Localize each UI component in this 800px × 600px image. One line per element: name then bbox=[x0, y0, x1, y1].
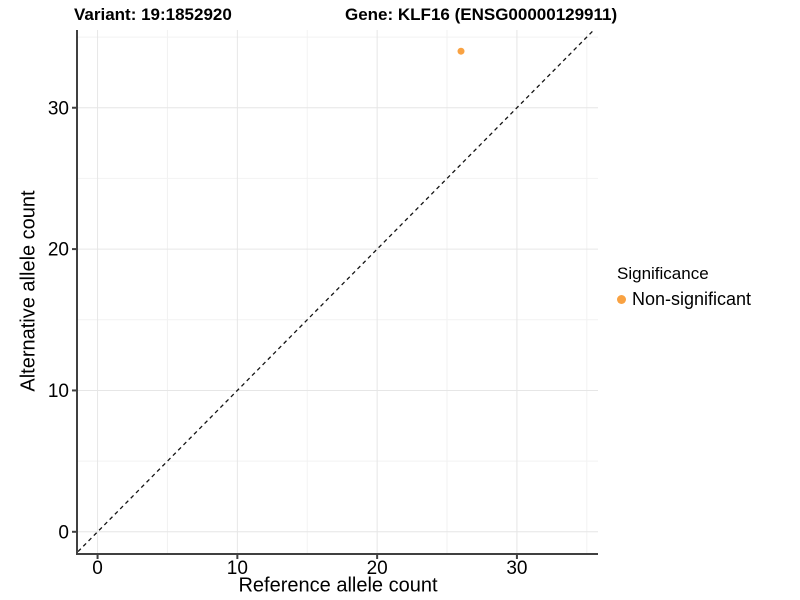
y-tick-label: 10 bbox=[48, 381, 69, 402]
variant-title: Variant: 19:1852920 bbox=[74, 5, 232, 24]
data-point bbox=[457, 47, 465, 55]
y-tick-label: 20 bbox=[48, 240, 69, 261]
legend-point-icon bbox=[617, 295, 626, 304]
x-tick-label: 20 bbox=[367, 558, 388, 579]
y-axis-title: Alternative allele count bbox=[17, 190, 40, 392]
gene-title: Gene: KLF16 (ENSG00000129911) bbox=[345, 5, 618, 24]
legend-item: Non-significant bbox=[617, 289, 751, 310]
x-tick-label: 0 bbox=[92, 558, 103, 579]
y-tick-label: 0 bbox=[58, 522, 69, 543]
axis-lines bbox=[76, 30, 598, 555]
legend-title: Significance bbox=[617, 264, 709, 283]
x-axis-title: Reference allele count bbox=[238, 574, 438, 597]
x-tick-label: 30 bbox=[506, 558, 527, 579]
legend-item-label: Non-significant bbox=[632, 289, 752, 309]
legend: Significance Non-significant bbox=[617, 264, 751, 310]
identity-dashed-line bbox=[77, 29, 595, 553]
x-tick-label: 10 bbox=[227, 558, 248, 579]
y-tick-label: 30 bbox=[48, 98, 69, 119]
